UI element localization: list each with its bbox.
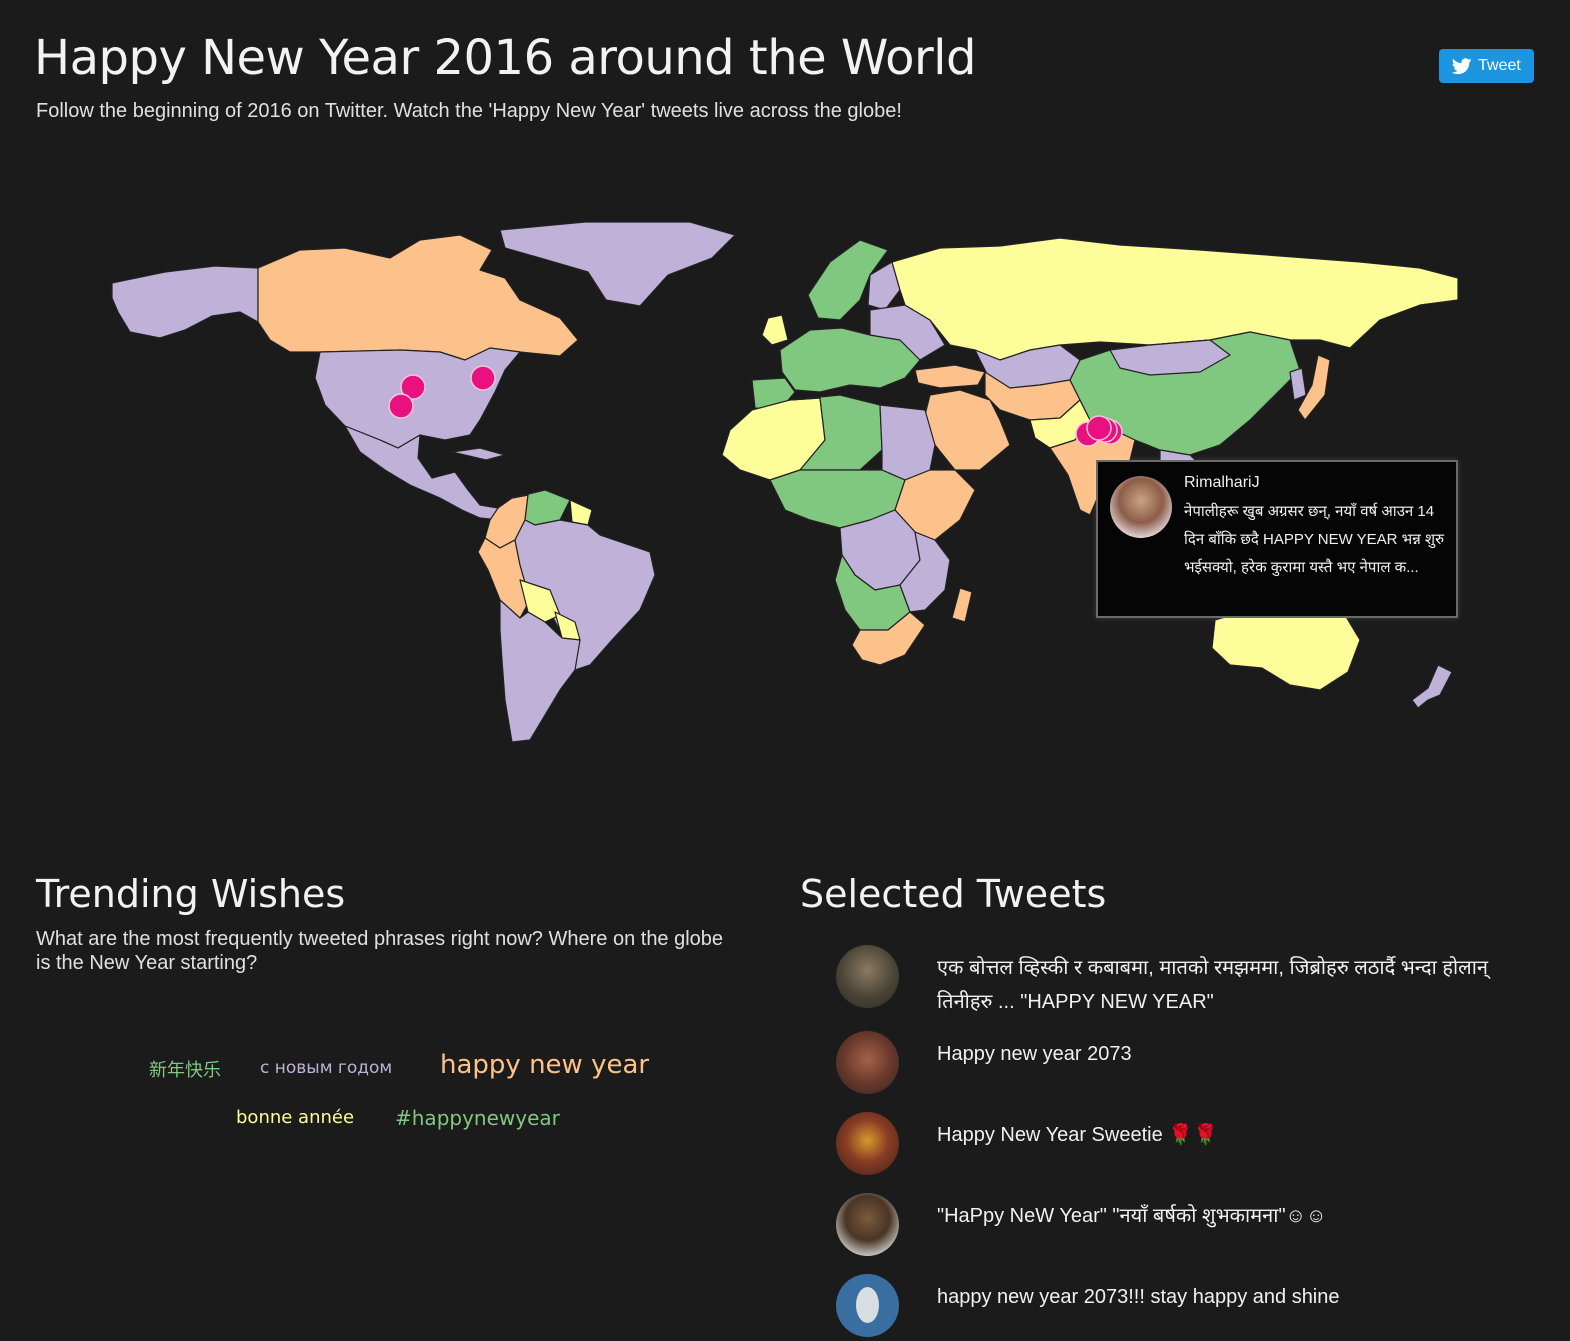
country-turkey[interactable] xyxy=(914,364,986,389)
country-peru[interactable] xyxy=(477,537,531,619)
country-mongolia[interactable] xyxy=(1109,339,1231,376)
tweet-tooltip: RimalhariJ नेपालीहरू खुब अग्रसर छन्, नया… xyxy=(1096,460,1458,618)
wish-hashtag[interactable]: #happynewyear xyxy=(395,1106,560,1130)
country-south-africa[interactable] xyxy=(851,611,926,666)
country-madagascar[interactable] xyxy=(951,587,973,623)
default-egg-avatar-icon xyxy=(836,1274,899,1337)
tweet-text: Happy new year 2073 xyxy=(937,1043,1132,1065)
wish-russian[interactable]: с новым годом xyxy=(260,1058,393,1078)
tooltip-avatar xyxy=(1110,476,1172,538)
wish-chinese[interactable]: 新年快乐 xyxy=(149,1060,221,1081)
tooltip-username: RimalhariJ xyxy=(1184,474,1260,491)
country-east-africa[interactable] xyxy=(899,531,951,613)
page-title: Happy New Year 2016 around the World xyxy=(34,30,976,86)
tweet-button[interactable]: Tweet xyxy=(1439,49,1534,83)
avatar xyxy=(836,1031,899,1094)
wish-french[interactable]: bonne année xyxy=(236,1107,355,1128)
avatar xyxy=(836,1193,899,1256)
selected-tweets-title: Selected Tweets xyxy=(800,872,1107,916)
country-bolivia[interactable] xyxy=(519,579,561,623)
country-russia[interactable] xyxy=(891,237,1459,361)
trending-description: What are the most frequently tweeted phr… xyxy=(36,928,724,974)
country-finland[interactable] xyxy=(867,261,901,311)
twitter-bird-icon xyxy=(1452,57,1472,74)
tweet-marker[interactable] xyxy=(1086,415,1112,441)
world-map[interactable]: RimalhariJ नेपालीहरू खुब अग्रसर छन्, नया… xyxy=(0,0,1570,800)
tweet-text: "HaPpy NeW Year" "नयाँ बर्षको शुभकामना"☺… xyxy=(937,1205,1327,1227)
country-mexico[interactable] xyxy=(344,425,501,521)
country-greenland[interactable] xyxy=(499,221,736,307)
tweet-marker[interactable] xyxy=(388,393,414,419)
country-japan[interactable] xyxy=(1297,354,1331,421)
country-egypt-sudan[interactable] xyxy=(879,404,936,481)
tweet-text: एक बोत्तल व्हिस्की र कबाबमा, मातको रमझमम… xyxy=(937,957,1488,1013)
wish-english[interactable]: happy new year xyxy=(440,1050,650,1080)
trending-title: Trending Wishes xyxy=(36,872,346,916)
country-cuba[interactable] xyxy=(451,447,506,461)
country-argentina-chile[interactable] xyxy=(499,599,581,743)
country-canada[interactable] xyxy=(257,234,579,361)
country-alaska[interactable] xyxy=(111,265,259,339)
country-western-europe[interactable] xyxy=(779,327,921,393)
tweet-text: happy new year 2073!!! stay happy and sh… xyxy=(937,1286,1340,1308)
avatar xyxy=(836,945,899,1008)
country-guyana[interactable] xyxy=(569,499,593,526)
country-new-zealand[interactable] xyxy=(1411,664,1453,709)
world-map-svg[interactable] xyxy=(0,0,1570,800)
page-subtitle: Follow the beginning of 2016 on Twitter.… xyxy=(36,100,902,122)
tweet-marker[interactable] xyxy=(470,365,496,391)
country-uk[interactable] xyxy=(761,314,789,346)
tweet-text: Happy New Year Sweetie 🌹🌹 xyxy=(937,1124,1219,1146)
tweet-marker[interactable] xyxy=(400,374,426,400)
tweet-button-label: Tweet xyxy=(1478,57,1521,74)
tooltip-text: नेपालीहरू खुब अग्रसर छन्, नयाँ वर्ष आउन … xyxy=(1184,503,1445,576)
avatar xyxy=(836,1112,899,1175)
country-korea[interactable] xyxy=(1289,367,1307,401)
